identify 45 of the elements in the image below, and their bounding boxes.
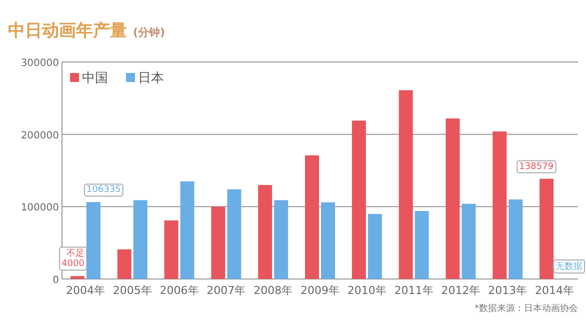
bar <box>117 249 132 279</box>
y-tick-label: 200000 <box>20 130 59 142</box>
bar <box>133 200 148 279</box>
bar <box>305 155 319 279</box>
bar <box>446 118 460 279</box>
y-tick-label: 300000 <box>20 58 59 69</box>
bar <box>70 276 84 279</box>
bar <box>258 184 272 279</box>
x-tick-label: 2013年 <box>488 284 528 297</box>
x-tick-label: 2014年 <box>535 284 574 297</box>
text: *数据来源：日本动画协会 <box>474 303 578 314</box>
bar <box>180 181 194 279</box>
x-tick-label: 2010年 <box>347 284 386 297</box>
x-tick-label: 2006年 <box>160 284 199 297</box>
data-label: 138579 <box>519 162 554 172</box>
chart-subtitle: (分钟) <box>133 26 166 39</box>
x-tick-label: 2008年 <box>254 284 293 297</box>
bar <box>540 178 554 279</box>
bar <box>86 202 100 279</box>
bar <box>462 204 476 279</box>
bar <box>227 189 242 279</box>
bar <box>274 200 288 279</box>
bar <box>164 220 178 279</box>
y-tick-label: 100000 <box>20 202 59 214</box>
x-tick-label: 2011年 <box>394 284 434 297</box>
data-label: 不足4000 <box>62 248 85 270</box>
bar <box>398 90 413 279</box>
bar <box>352 120 366 279</box>
bar <box>414 211 429 279</box>
bar <box>508 199 523 279</box>
bar <box>368 214 382 279</box>
x-tick-label: 2007年 <box>206 284 246 297</box>
chart-title: 中日动画年产量 <box>8 21 127 41</box>
text: 无数据 <box>556 262 583 272</box>
y-tick-label: 0 <box>52 275 59 286</box>
data-label: 106335 <box>86 185 121 196</box>
bar <box>211 206 226 279</box>
x-tick-label: 2009年 <box>300 284 340 297</box>
x-tick-label: 2004年 <box>66 284 105 297</box>
bar <box>321 202 335 279</box>
legend-label: 日本 <box>138 71 164 86</box>
x-tick-label: 2012年 <box>441 284 480 297</box>
x-tick-label: 2005年 <box>112 284 152 297</box>
legend-label: 中国 <box>82 71 108 86</box>
bar <box>492 131 507 279</box>
